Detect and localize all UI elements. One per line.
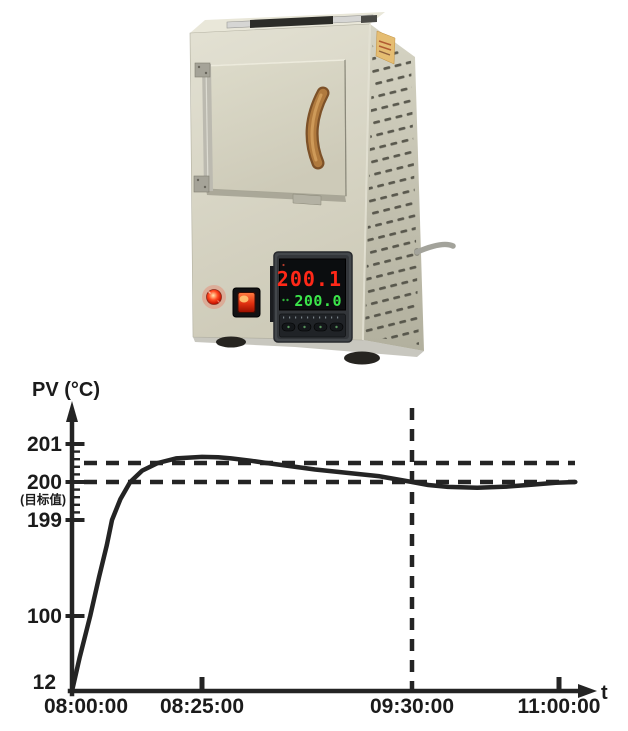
door-latch [292,193,322,206]
hinge-top [194,62,211,78]
pv-readout: 200.1 [277,267,342,291]
controller-clamp [270,266,275,322]
display-indicator-dot [282,263,285,267]
y-tick-label: 201 [27,433,62,456]
button-glyph [303,325,306,329]
lamp-glint [217,300,220,303]
hinge-bottom [193,175,210,193]
furnace-photo: 200.1 200.0 [165,5,460,365]
sticker-text-line [378,45,392,51]
hinge-bolt [204,71,208,75]
lamp-glint [208,291,211,294]
x-axis-arrow [578,684,597,698]
x-tick-label: 08:25:00 [160,695,244,718]
y-tick-label: 200 [27,471,62,494]
door-top-highlight [203,59,346,67]
sticker-text-line [378,40,392,46]
furnace-foot [216,336,246,348]
power-cable [414,241,456,255]
sv-readout: 200.0 [294,292,342,310]
x-axis-title: t [601,682,608,704]
button-glyph [335,325,338,329]
x-tick-label: 11:00:00 [518,695,601,718]
hinge-highlight [205,64,209,191]
display-indicator-dot [282,298,285,302]
controller-keypad-panel [279,313,346,338]
sticker-text-line [378,50,391,56]
y-axis-title: PV (°C) [32,379,100,401]
x-tick-label: 08:00:00 [44,695,128,718]
display-indicator-dot [286,298,289,302]
button-glyph [319,325,322,329]
pv-curve [69,454,578,694]
hinge-bolt [203,185,207,189]
chart-axes: PV (°C) t (目标值) [20,379,608,704]
top-handle-grip [250,16,333,28]
target-value-label: (目标值) [20,492,66,507]
front-side-corner-edge [362,23,371,341]
y-tick-label: 100 [27,605,62,628]
y-tick-label: 12 [33,671,56,694]
controller-display [279,258,346,311]
y-axis-arrow [66,401,78,422]
door-right-shade [344,59,347,197]
ventilation-slots [365,33,419,345]
x-tick-label: 09:30:00 [370,695,454,718]
hinge-bolt [197,65,201,69]
wooden-door-handle-highlight [310,93,323,162]
furnace-foot [344,351,380,365]
temperature-chart: 201 200 199 100 12 08:00:00 08:25:00 09:30:00 11… [0,365,628,731]
furnace-illustration: 200.1 200.0 [189,12,456,365]
rocker-hotspot [239,295,249,303]
top-handle-end [361,15,377,23]
button-glyph [287,325,290,329]
y-tick-label: 199 [27,509,62,532]
rocker-lit [238,293,255,312]
furnace-door [203,59,347,197]
hinge-bolt [196,178,200,182]
